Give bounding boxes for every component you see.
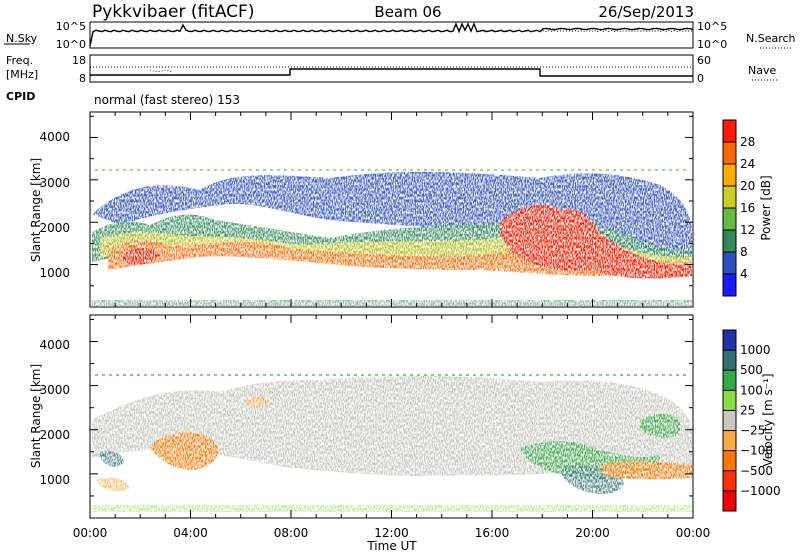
power-colorbar-tick-label: 16 — [740, 201, 755, 215]
power-region-low — [92, 171, 692, 260]
nsky-tick-bottom: 10^0 — [56, 38, 86, 51]
x-tick-label: 20:00 — [575, 526, 610, 540]
velocity-colorbar-tick-label: 100 — [740, 383, 763, 397]
velocity-colorbar-cell — [723, 370, 736, 391]
x-axis-label: Time UT — [366, 539, 417, 553]
station-title: Pykkvibaer (fitACF) — [92, 2, 254, 22]
nsky-tick-top: 10^5 — [56, 20, 86, 33]
power-colorbar-cell — [723, 142, 736, 164]
velocity-region-away — [150, 432, 692, 480]
freq-label: Freq. — [6, 54, 33, 67]
power-colorbar-label: Power [dB] — [759, 175, 773, 240]
velocity-colorbar-tick-label: −25 — [740, 424, 765, 438]
nave-tick-top: 60 — [697, 54, 711, 67]
velocity-colorbar-label: Velocity [m s⁻¹] — [761, 373, 775, 466]
freq-unit-label: [MHz] — [6, 68, 38, 81]
velocity-panel: Slant Range [km] 4000 3000 2000 1000 — [29, 314, 694, 519]
velocity-colorbar: 1000 500 100 25 −25 −100 −500 −1000 Velocity [m… — [722, 329, 781, 512]
power-colorbar-tick-label: 12 — [740, 223, 755, 237]
x-tick-label: 16:00 — [475, 526, 510, 540]
cpid-label: CPID — [6, 90, 35, 103]
velocity-y-tick-4000: 4000 — [39, 338, 70, 352]
velocity-region-near-noise — [92, 505, 692, 512]
velocity-colorbar-cell — [723, 410, 736, 431]
power-colorbar-cell — [723, 164, 736, 186]
date-label: 26/Sep/2013 — [598, 3, 694, 21]
power-colorbar-tick-label: 8 — [740, 245, 748, 259]
velocity-y-tick-2000: 2000 — [39, 428, 70, 442]
freq-tick-bottom: 8 — [79, 72, 86, 85]
velocity-region-upper-neutral — [250, 376, 520, 400]
velocity-heatmap — [92, 374, 692, 512]
velocity-colorbar-cell — [723, 450, 736, 471]
power-y-ticks — [90, 115, 693, 308]
velocity-colorbar-cell — [723, 470, 736, 491]
power-heatmap — [92, 169, 692, 306]
beam-label: Beam 06 — [374, 3, 441, 21]
power-colorbar-cell — [723, 186, 736, 208]
x-tick-label: 08:00 — [274, 526, 309, 540]
velocity-colorbar-tick-label: −1000 — [740, 484, 781, 498]
frequency-panel: Freq. [MHz] 18 8 60 0 Nave — [6, 54, 778, 85]
velocity-colorbar-cell — [723, 330, 736, 351]
power-colorbar-tick-label: 24 — [740, 157, 755, 171]
velocity-y-axis-label: Slant Range [km] — [29, 364, 43, 468]
velocity-colorbar-tick-label: −500 — [740, 464, 773, 478]
nsearch-label: N.Search — [746, 32, 796, 45]
power-y-tick-2000: 2000 — [39, 221, 70, 235]
nave-trace — [149, 69, 173, 73]
x-tick-label: 12:00 — [374, 526, 409, 540]
power-region-peak — [120, 204, 692, 279]
velocity-y-tick-3000: 3000 — [39, 383, 70, 397]
velocity-x-ticks — [89, 315, 694, 518]
power-y-tick-3000: 3000 — [39, 176, 70, 190]
velocity-y-ticks — [90, 318, 693, 519]
nsky-label: N.Sky — [6, 32, 38, 45]
power-colorbar-cell — [723, 208, 736, 230]
noise-search-trace — [539, 29, 694, 33]
power-colorbar: 4 8 12 16 20 24 28 Power [dB] — [722, 119, 773, 297]
power-panel: Slant Range [km] 4000 3000 2000 1000 — [29, 111, 694, 308]
velocity-region-away-fast — [96, 396, 270, 492]
frequency-trace — [90, 68, 693, 77]
nsearch-tick-bottom: 10^0 — [697, 38, 727, 51]
power-colorbar-cell — [723, 252, 736, 274]
nave-tick-bottom: 0 — [697, 72, 704, 85]
velocity-y-tick-1000: 1000 — [39, 473, 70, 487]
power-colorbar-tick-label: 28 — [740, 135, 755, 149]
velocity-colorbar-tick-label: 25 — [740, 403, 755, 417]
x-tick-label: 00:00 — [73, 526, 108, 540]
noise-trace — [89, 22, 694, 47]
velocity-colorbar-cell — [723, 350, 736, 371]
velocity-colorbar-tick-label: −100 — [740, 444, 773, 458]
power-y-tick-4000: 4000 — [39, 130, 70, 144]
power-x-ticks — [89, 112, 694, 307]
cpid-text: normal (fast stereo) 153 — [94, 93, 240, 107]
power-colorbar-cell — [723, 274, 736, 296]
power-colorbar-tick-label: 20 — [740, 179, 755, 193]
x-tick-label: 00:00 — [676, 526, 711, 540]
velocity-colorbar-tick-label: 1000 — [740, 343, 771, 357]
velocity-colorbar-cell — [723, 490, 736, 511]
power-colorbar-tick-label: 4 — [740, 267, 748, 281]
velocity-colorbar-cell — [723, 390, 736, 411]
freq-tick-top: 18 — [72, 54, 86, 67]
velocity-colorbar-cell — [723, 430, 736, 451]
nsearch-tick-top: 10^5 — [697, 20, 727, 33]
x-axis-tick-labels: 00:00 04:00 08:00 12:00 16:00 20:00 00:00 — [73, 526, 711, 540]
power-colorbar-cell — [723, 120, 736, 142]
noise-panel: N.Sky 10^5 10^0 10^5 10^0 N.Search — [4, 20, 796, 51]
nave-label: Nave — [748, 64, 776, 77]
velocity-colorbar-tick-label: 500 — [740, 363, 763, 377]
x-tick-label: 04:00 — [173, 526, 208, 540]
power-y-tick-1000: 1000 — [39, 266, 70, 280]
power-colorbar-cell — [723, 230, 736, 252]
power-y-axis-label: Slant Range [km] — [29, 158, 43, 262]
